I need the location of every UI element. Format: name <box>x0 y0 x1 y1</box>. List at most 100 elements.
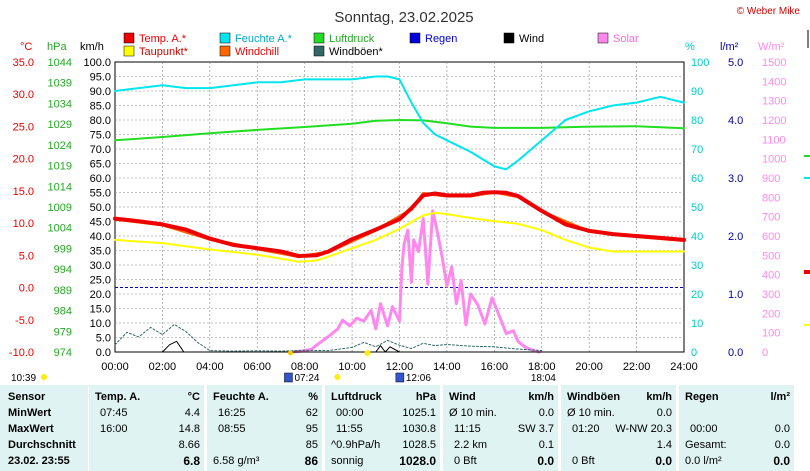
tick-label-solar: 1200 <box>762 115 786 127</box>
axes: 35.0 30.0 25.0 20.0 15.0 10.0 5.0 0.0 -5.0 -10.0 1… <box>9 30 810 373</box>
wind-header: Wind <box>449 391 476 403</box>
wind-max-dir: SW 3.7 <box>517 423 554 435</box>
tick-label-percent: 10 <box>691 318 703 330</box>
tick-label-temp: 15.0 <box>13 186 34 198</box>
current-timestamp: 23.02. 23:55 <box>8 455 70 467</box>
legend-label: Taupunkt* <box>139 46 189 58</box>
tick-label-rain: 0.0 <box>728 347 743 359</box>
windboeen-max-dir: W-NW 20.3 <box>615 423 672 435</box>
tick-label-hpa: 1004 <box>48 223 72 235</box>
temp-avg: 8.66 <box>178 439 200 451</box>
tick-label-temp: 25.0 <box>13 121 34 133</box>
temp-max: 14.8 <box>178 423 200 435</box>
unit-kmh: km/h <box>80 41 104 53</box>
luftdruck-unit: hPa <box>415 391 436 403</box>
tick-label-temp: 30.0 <box>13 89 34 101</box>
noon-time: 12:06 <box>406 373 431 384</box>
tick-label-hpa: 1014 <box>48 181 72 193</box>
row-label-min: MinWert <box>8 407 52 419</box>
wind-max-time: 11:15 <box>454 423 481 435</box>
tick-label-kmh: 35.0 <box>90 246 111 258</box>
windboeen-avg-label: Ø 10 min. <box>567 407 615 419</box>
luftdruck-min: 1025.1 <box>402 407 436 419</box>
feuchte-unit: % <box>308 391 318 403</box>
sunrise-axis-marker <box>287 350 293 356</box>
tick-label-percent: 20 <box>691 289 703 301</box>
tick-label-kmh: 70.0 <box>90 144 111 156</box>
temp-min-time: 07:45 <box>100 407 128 419</box>
tick-label-rain: 1.0 <box>728 289 743 301</box>
table-row-avg: Durchschnitt 8.66 85 ^0.9hPa/h 1028.5 2.… <box>0 437 803 453</box>
tick-label-hpa: 974 <box>54 347 72 359</box>
tick-label-rain: 5.0 <box>728 57 743 69</box>
tick-label-hpa: 1034 <box>48 98 72 110</box>
legend-label: Temp. A.* <box>139 33 187 45</box>
tick-label-kmh: 55.0 <box>90 188 111 200</box>
tick-label-hpa: 1009 <box>48 202 72 214</box>
legend-label: Windchill <box>235 46 279 58</box>
tick-label-kmh: 10.0 <box>90 318 111 330</box>
tick-label-kmh: 100.0 <box>83 57 111 69</box>
tick-label-percent: 50 <box>691 202 703 214</box>
regen-current: 0.0 <box>773 454 790 468</box>
legend-swatch <box>219 45 231 57</box>
tick-label-kmh: 50.0 <box>90 202 111 214</box>
temp-min: 4.4 <box>184 407 200 419</box>
tick-label-kmh: 0.0 <box>96 347 111 359</box>
table-col-sensor <box>0 385 88 471</box>
wind-current: 0.0 <box>537 454 554 468</box>
tick-label-kmh: 85.0 <box>90 101 111 113</box>
tick-label-percent: 70 <box>691 144 703 156</box>
credit-text: © Weber Mike <box>737 6 801 17</box>
windboeen-bft: 0 Bft <box>572 455 595 467</box>
luftdruck-trend: ^0.9hPa/h <box>331 439 381 451</box>
tick-label-solar: 1000 <box>762 154 786 166</box>
tick-label-percent: 60 <box>691 173 703 185</box>
sunrise-sun-icon <box>334 374 341 380</box>
table-row-max: MaxWert 16:00 14.8 08:55 95 11:55 1030.8… <box>0 421 803 437</box>
x-tick-label: 10:00 <box>338 361 366 373</box>
tick-label-rain: 2.0 <box>728 231 743 243</box>
tick-label-solar: 300 <box>762 289 780 301</box>
x-tick-label: 06:00 <box>243 361 271 373</box>
tick-label-solar: 400 <box>762 270 780 282</box>
tick-label-solar: 700 <box>762 212 780 224</box>
sensor-header: Sensor <box>8 391 46 403</box>
tick-label-kmh: 95.0 <box>90 72 111 84</box>
legend-label: Windböen* <box>329 46 384 58</box>
tick-label-kmh: 15.0 <box>90 304 111 316</box>
windboeen-header: Windböen <box>567 391 621 403</box>
wind-avg-value: 0.0 <box>538 407 554 419</box>
tick-label-kmh: 5.0 <box>96 333 111 345</box>
x-tick-label: 18:00 <box>528 361 556 373</box>
tick-label-kmh: 40.0 <box>90 231 111 243</box>
regen-total-label: Gesamt: <box>685 439 727 451</box>
series-line-wind <box>114 340 685 353</box>
luftdruck-min-time: 00:00 <box>336 407 364 419</box>
noon-marker <box>395 372 405 383</box>
tick-label-percent: 100 <box>691 57 709 69</box>
legend-swatch <box>313 45 325 57</box>
tick-label-rain: 4.0 <box>728 115 743 127</box>
x-tick-label: 22:00 <box>623 361 651 373</box>
sunset-time: 18:04 <box>531 373 556 384</box>
wind-avg-day: 0.1 <box>538 439 554 451</box>
series-line-luftdruck <box>114 119 685 142</box>
regen-rate: 0.0 l/m² <box>685 455 722 467</box>
weather-chart: 35.0 30.0 25.0 20.0 15.0 10.0 5.0 0.0 -5.0 -10.0 1… <box>9 6 810 384</box>
tick-label-percent: 90 <box>691 86 703 98</box>
tick-label-kmh: 30.0 <box>90 260 111 272</box>
chart-title: Sonntag, 23.02.2025 <box>334 9 473 26</box>
table-col-regen <box>679 385 794 471</box>
tick-label-temp: -10.0 <box>9 347 34 359</box>
current-sun-icon <box>41 374 47 380</box>
luftdruck-header: Luftdruck <box>331 391 382 403</box>
tick-label-temp: 5.0 <box>19 250 34 262</box>
now-marker <box>364 350 371 356</box>
x-tick-label: 08:00 <box>291 361 319 373</box>
tick-label-kmh: 25.0 <box>90 275 111 287</box>
unit-rain: l/m² <box>720 41 739 53</box>
temp-header: Temp. A. <box>95 391 141 403</box>
regen-max: 0.0 <box>774 423 790 435</box>
feuchte-abs-humidity: 6.58 g/m³ <box>213 455 260 467</box>
